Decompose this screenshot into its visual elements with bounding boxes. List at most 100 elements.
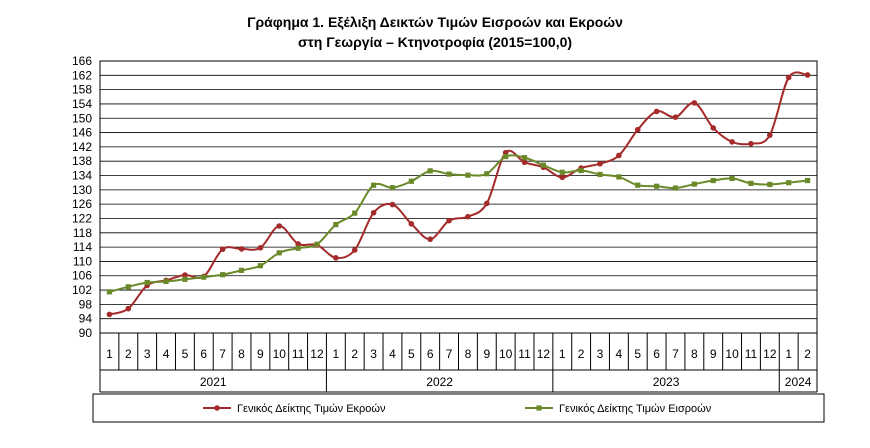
data-point: [427, 236, 433, 243]
data-point: [106, 289, 113, 295]
data-point: [710, 177, 716, 184]
y-tick-label: 102: [72, 283, 92, 297]
data-point: [484, 200, 490, 207]
data-point: [748, 180, 754, 186]
x-tick-label: 7: [219, 347, 226, 361]
data-point: [540, 162, 547, 168]
data-point: [465, 213, 471, 220]
y-tick-label: 94: [79, 312, 93, 326]
data-point: [767, 181, 773, 188]
x-tick-label: 6: [653, 347, 660, 361]
x-tick-label: 6: [200, 347, 207, 361]
x-tick-label: 11: [518, 347, 531, 361]
data-point: [465, 172, 471, 178]
data-point: [370, 209, 377, 216]
chart-title: Γράφημα 1. Εξέλιξη Δεικτών Τιμών Εισροών…: [0, 12, 870, 52]
y-tick-label: 98: [79, 297, 93, 311]
data-point: [163, 278, 169, 285]
x-tick-label: 3: [144, 347, 151, 361]
data-point: [616, 152, 622, 159]
plot-frame: [99, 60, 818, 334]
x-year-label: 2023: [653, 375, 680, 389]
series-line-1: [109, 71, 808, 316]
y-tick-label: 150: [72, 111, 92, 125]
data-point: [314, 241, 320, 247]
data-point: [408, 178, 414, 184]
data-point: [654, 183, 660, 189]
x-tick-label: 4: [389, 347, 396, 361]
x-tick-label: 3: [597, 347, 604, 361]
data-point: [333, 255, 339, 261]
x-tick-label: 12: [537, 347, 551, 361]
data-point: [559, 169, 565, 175]
data-point: [125, 284, 131, 290]
data-point: [503, 153, 509, 160]
data-point: [521, 155, 528, 161]
data-point: [446, 217, 452, 224]
x-tick-label: 7: [672, 347, 679, 361]
x-tick-label: 2: [125, 347, 132, 361]
x-tick-label: 9: [483, 347, 490, 361]
data-point: [767, 132, 773, 138]
data-point: [635, 182, 641, 188]
data-point: [672, 185, 679, 191]
data-point: [257, 245, 264, 251]
data-point: [389, 185, 396, 191]
x-tick-label: 8: [465, 347, 472, 361]
x-tick-label: 5: [634, 347, 641, 361]
data-point: [125, 305, 132, 312]
y-tick-label: 122: [72, 211, 92, 225]
x-tick-label: 11: [745, 347, 758, 361]
data-point: [616, 174, 622, 180]
y-tick-label: 134: [72, 169, 92, 183]
x-tick-label: 8: [691, 347, 698, 361]
data-point: [691, 181, 697, 187]
x-tick-label: 5: [408, 347, 415, 361]
data-point: [484, 171, 490, 177]
x-tick-label: 10: [725, 347, 739, 361]
y-tick-label: 90: [79, 326, 93, 340]
data-point: [201, 274, 207, 280]
data-point: [257, 263, 263, 269]
data-point: [597, 160, 603, 167]
x-tick-label: 5: [182, 347, 189, 361]
data-point: [276, 223, 283, 229]
data-point: [446, 171, 452, 177]
x-year-label: 2021: [200, 375, 227, 389]
data-point: [653, 108, 660, 115]
y-tick-label: 110: [73, 254, 92, 268]
x-tick-label: 4: [616, 347, 623, 361]
data-point: [144, 279, 150, 286]
data-point: [427, 168, 433, 174]
y-tick-label: 162: [72, 68, 92, 82]
x-tick-label: 4: [163, 347, 170, 361]
data-point: [351, 247, 358, 253]
x-tick-label: 1: [333, 347, 340, 361]
series-group: [106, 71, 811, 318]
data-point: [182, 272, 188, 278]
x-tick-label: 12: [763, 347, 777, 361]
y-tick-label: 106: [72, 269, 92, 283]
data-point: [748, 140, 754, 147]
data-point: [238, 246, 245, 252]
x-tick-label: 9: [710, 347, 717, 361]
x-tick-label: 10: [273, 347, 287, 361]
data-point: [804, 72, 811, 78]
data-point: [785, 74, 792, 81]
x-axis: 1 2 3 4 5 6 7 8 9 10 11 12 1 2 3 4 5 6 7 8 9 10 11 12 1 2 3 4 5 6 7 8 9 1…: [99, 333, 818, 393]
x-tick-label: 11: [292, 347, 305, 361]
y-tick-label: 114: [73, 240, 92, 254]
x-tick-label: 6: [427, 347, 434, 361]
data-point: [408, 221, 415, 227]
y-tick-label: 130: [72, 183, 92, 197]
x-tick-label: 2: [578, 347, 585, 361]
data-point: [295, 245, 301, 251]
data-point: [729, 139, 735, 145]
data-point: [559, 174, 566, 181]
x-tick-label: 3: [370, 347, 377, 361]
data-point: [370, 182, 377, 188]
y-axis-ticks: 9094981021061101141181221261301341381421…: [72, 54, 92, 340]
x-tick-label: 10: [499, 347, 513, 361]
x-tick-label: 8: [238, 347, 245, 361]
